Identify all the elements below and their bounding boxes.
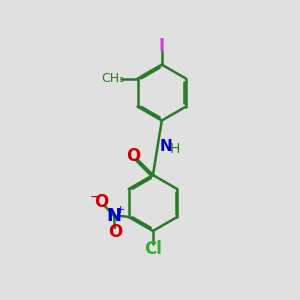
Text: I: I bbox=[159, 38, 165, 56]
Text: −: − bbox=[90, 190, 102, 204]
Text: +: + bbox=[116, 205, 125, 215]
Text: Cl: Cl bbox=[144, 240, 162, 258]
Text: N: N bbox=[106, 206, 122, 224]
Text: CH₃: CH₃ bbox=[102, 72, 125, 85]
Text: N: N bbox=[159, 139, 172, 154]
Text: O: O bbox=[94, 193, 109, 211]
Text: O: O bbox=[126, 147, 141, 165]
Text: O: O bbox=[108, 223, 122, 241]
Text: H: H bbox=[170, 142, 180, 156]
